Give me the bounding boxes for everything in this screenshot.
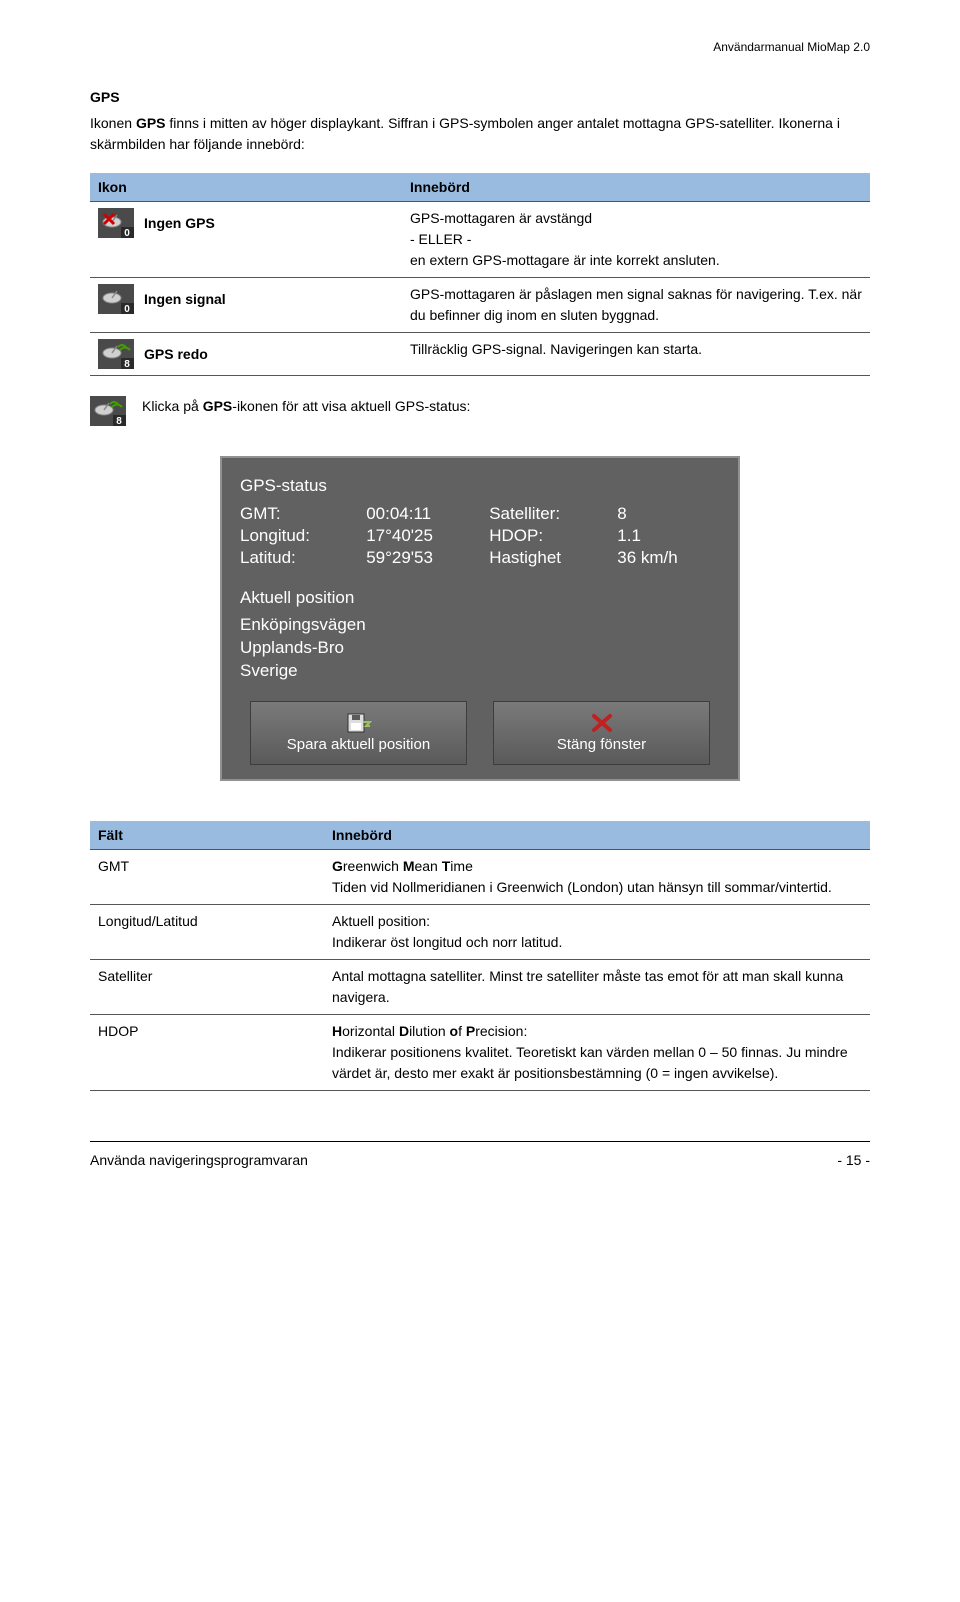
table-row: 8 GPS redo Tillräcklig GPS-signal. Navig… [90, 333, 870, 376]
value-hastighet: 36 km/h [617, 548, 720, 568]
value-satelliter: 8 [617, 504, 720, 524]
t: D [399, 1023, 409, 1039]
gps-nogps-icon: 0 [98, 208, 134, 238]
icon-table-col2: Innebörd [402, 173, 870, 202]
t: ilution [409, 1023, 449, 1039]
field-hdop: HDOP [90, 1014, 324, 1090]
value-hdop: 1.1 [617, 526, 720, 546]
position-lines: Enköpingsvägen Upplands-Bro Sverige [240, 614, 720, 683]
status-run2: -ikonen för att visa aktuell GPS-status: [232, 398, 470, 414]
field-table: Fält Innebörd GMT Greenwich Mean Time Ti… [90, 821, 870, 1091]
header-title: Användarmanual MioMap 2.0 [90, 40, 870, 54]
t: recision: [475, 1023, 527, 1039]
intro-bold: GPS [136, 115, 166, 131]
t: o [450, 1023, 459, 1039]
t: P [466, 1023, 475, 1039]
field-table-col1: Fält [90, 821, 324, 850]
document-page: Användarmanual MioMap 2.0 GPS Ikonen GPS… [0, 0, 960, 1208]
svg-text:8: 8 [116, 416, 122, 426]
save-button-label: Spara aktuell position [287, 736, 430, 753]
position-title: Aktuell position [240, 588, 720, 608]
field-gmt: GMT [90, 849, 324, 904]
gps-grid: GMT: 00:04:11 Satelliter: 8 Longitud: 17… [240, 504, 720, 568]
panel-buttons: Spara aktuell position Stäng fönster [240, 701, 720, 765]
icon-table-col1: Ikon [90, 173, 402, 202]
field-satelliter: Satelliter [90, 959, 324, 1014]
label-latitud: Latitud: [240, 548, 352, 568]
table-row: 0 Ingen GPS GPS-mottagaren är avstängd -… [90, 202, 870, 278]
table-row: Satelliter Antal mottagna satelliter. Mi… [90, 959, 870, 1014]
value-gmt: 00:04:11 [366, 504, 475, 524]
t: ean [414, 858, 441, 874]
gps-status-panel: GPS-status GMT: 00:04:11 Satelliter: 8 L… [220, 456, 740, 781]
meaning-satelliter: Antal mottagna satelliter. Minst tre sat… [324, 959, 870, 1014]
t: Indikerar positionens kvalitet. Teoretis… [332, 1044, 848, 1081]
meaning-longlat: Aktuell position: Indikerar öst longitud… [324, 904, 870, 959]
icon-meaning-nogps: GPS-mottagaren är avstängd - ELLER - en … [402, 202, 870, 278]
value-longitud: 17°40'25 [366, 526, 475, 546]
table-row: 0 Ingen signal GPS-mottagaren är påslage… [90, 278, 870, 333]
status-run1: Klicka på [142, 398, 203, 414]
intro-run2: finns i mitten av höger displaykant. Sif… [90, 115, 840, 152]
meaning-gmt: Greenwich Mean Time Tiden vid Nollmeridi… [324, 849, 870, 904]
gps-ready-icon: 8 [90, 396, 126, 426]
intro-run1: Ikonen [90, 115, 136, 131]
close-window-button[interactable]: Stäng fönster [493, 701, 710, 765]
t: H [332, 1023, 342, 1039]
save-position-button[interactable]: Spara aktuell position [250, 701, 467, 765]
status-text: Klicka på GPS-ikonen för att visa aktuel… [142, 396, 470, 417]
label-longitud: Longitud: [240, 526, 352, 546]
close-button-label: Stäng fönster [557, 736, 646, 753]
t: reenwich [343, 858, 403, 874]
t: f [458, 1023, 466, 1039]
label-satelliter: Satelliter: [489, 504, 603, 524]
icon-meaning-nosignal: GPS-mottagaren är påslagen men signal sa… [402, 278, 870, 333]
position-line: Enköpingsvägen [240, 614, 720, 637]
icon-label-ready: GPS redo [144, 344, 208, 365]
table-row: HDOP Horizontal Dilution of Precision: I… [90, 1014, 870, 1090]
t: orizontal [342, 1023, 399, 1039]
status-row: 8 Klicka på GPS-ikonen för att visa aktu… [90, 396, 870, 426]
table-row: GMT Greenwich Mean Time Tiden vid Nollme… [90, 849, 870, 904]
value-latitud: 59°29'53 [366, 548, 475, 568]
t: ime [450, 858, 473, 874]
t: Tiden vid Nollmeridianen i Greenwich (Lo… [332, 879, 832, 895]
position-line: Upplands-Bro [240, 637, 720, 660]
footer-right: - 15 - [837, 1152, 870, 1168]
label-hastighet: Hastighet [489, 548, 603, 568]
icon-label-nosignal: Ingen signal [144, 289, 226, 310]
svg-text:0: 0 [124, 228, 130, 238]
gps-ready-icon: 8 [98, 339, 134, 369]
svg-text:8: 8 [124, 359, 130, 369]
position-line: Sverige [240, 660, 720, 683]
intro-paragraph: Ikonen GPS finns i mitten av höger displ… [90, 113, 870, 155]
icon-label-nogps: Ingen GPS [144, 213, 215, 234]
label-gmt: GMT: [240, 504, 352, 524]
status-bold: GPS [203, 398, 233, 414]
save-icon [346, 712, 372, 734]
icon-table: Ikon Innebörd 0 Ingen [90, 173, 870, 376]
svg-text:0: 0 [124, 304, 130, 314]
section-heading: GPS [90, 89, 870, 105]
meaning-hdop: Horizontal Dilution of Precision: Indike… [324, 1014, 870, 1090]
label-hdop: HDOP: [489, 526, 603, 546]
field-longlat: Longitud/Latitud [90, 904, 324, 959]
t: M [403, 858, 415, 874]
t: T [442, 858, 451, 874]
close-icon [589, 712, 615, 734]
page-footer: Använda navigeringsprogramvaran - 15 - [90, 1141, 870, 1168]
footer-left: Använda navigeringsprogramvaran [90, 1152, 308, 1168]
t: G [332, 858, 343, 874]
field-table-col2: Innebörd [324, 821, 870, 850]
table-row: Longitud/Latitud Aktuell position: Indik… [90, 904, 870, 959]
icon-meaning-ready: Tillräcklig GPS-signal. Navigeringen kan… [402, 333, 870, 376]
panel-title: GPS-status [240, 476, 720, 496]
gps-nosignal-icon: 0 [98, 284, 134, 314]
